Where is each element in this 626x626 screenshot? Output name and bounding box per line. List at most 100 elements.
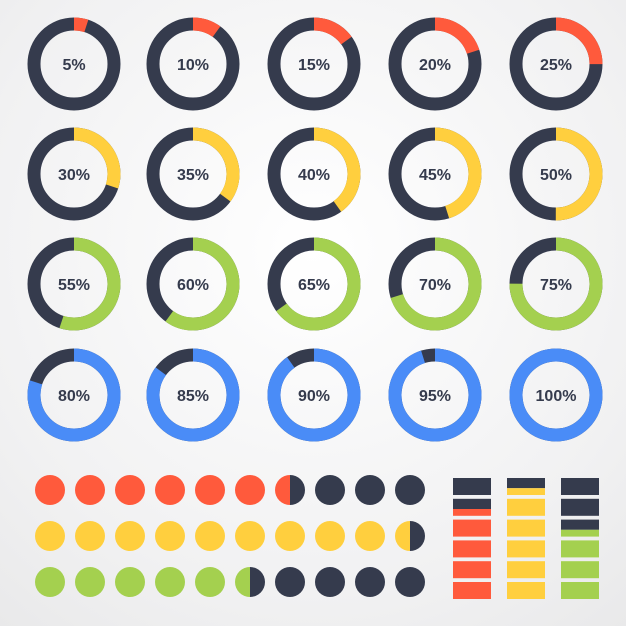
dot-filled xyxy=(195,567,225,597)
dot-empty xyxy=(355,475,385,505)
donut-label: 65% xyxy=(298,277,330,294)
dot-filled xyxy=(35,475,65,505)
donut-chart: 95% xyxy=(388,348,482,442)
donut-chart: 70% xyxy=(388,237,482,331)
donut-arc xyxy=(267,17,361,111)
bar-segment-empty xyxy=(561,478,599,495)
dot-half xyxy=(275,475,305,505)
dot-filled xyxy=(235,475,265,505)
donut-label: 40% xyxy=(298,167,330,184)
donut-chart: 30% xyxy=(27,127,121,221)
bar-segment-filled xyxy=(507,498,545,516)
donut-label: 95% xyxy=(419,388,451,405)
donut-label: 25% xyxy=(540,57,572,74)
donut-arc xyxy=(509,127,603,221)
donut-arc xyxy=(146,237,240,331)
bar-segment-filled xyxy=(561,561,599,579)
donut-label: 10% xyxy=(177,57,209,74)
donut-arc xyxy=(146,348,240,442)
donut-chart: 25% xyxy=(509,17,603,111)
bar-segment-filled xyxy=(453,582,491,599)
dot-filled xyxy=(195,475,225,505)
donut-chart: 100% xyxy=(509,348,603,442)
bar-segment-filled xyxy=(561,582,599,599)
donut-chart: 60% xyxy=(146,237,240,331)
dot-filled xyxy=(35,567,65,597)
bar-segment-partial-empty xyxy=(507,478,545,489)
dot-filled xyxy=(75,521,105,551)
bar-segment-filled xyxy=(453,519,491,537)
stacked-bar-meter xyxy=(507,478,545,599)
bar-segment-empty xyxy=(453,478,491,495)
bar-segment-filled xyxy=(507,540,545,558)
dot-filled xyxy=(155,475,185,505)
dot-progress-row xyxy=(35,521,425,551)
dot-filled xyxy=(355,521,385,551)
dot-empty xyxy=(355,567,385,597)
dot-filled xyxy=(75,475,105,505)
donut-arc xyxy=(388,348,482,442)
bar-segment-filled xyxy=(507,519,545,537)
donut-chart: 75% xyxy=(509,237,603,331)
donut-label: 90% xyxy=(298,388,330,405)
dot-half xyxy=(395,521,425,551)
donut-label: 85% xyxy=(177,388,209,405)
dot-half xyxy=(235,567,265,597)
donut-chart: 50% xyxy=(509,127,603,221)
donut-chart: 20% xyxy=(388,17,482,111)
donut-label: 5% xyxy=(62,57,85,74)
donut-arc xyxy=(388,17,482,111)
dot-filled xyxy=(115,475,145,505)
donut-label: 55% xyxy=(58,277,90,294)
donut-label: 35% xyxy=(177,167,209,184)
dot-filled xyxy=(115,521,145,551)
dot-progress-row xyxy=(35,567,425,597)
dot-empty xyxy=(315,567,345,597)
donut-chart: 90% xyxy=(267,348,361,442)
bar-segment-filled xyxy=(507,582,545,599)
bar-segment-partial-filled xyxy=(561,529,599,537)
dot-empty xyxy=(395,567,425,597)
dot-empty xyxy=(315,475,345,505)
donut-arc xyxy=(146,17,240,111)
donut-label: 60% xyxy=(177,277,209,294)
bar-segment-partial-empty xyxy=(561,519,599,530)
dot-filled xyxy=(155,567,185,597)
donut-arc xyxy=(27,348,121,442)
dot-empty xyxy=(395,475,425,505)
donut-chart: 40% xyxy=(267,127,361,221)
donut-chart: 15% xyxy=(267,17,361,111)
dot-filled xyxy=(315,521,345,551)
bar-segment-partial-filled xyxy=(453,509,491,516)
donut-label: 70% xyxy=(419,277,451,294)
stacked-bar-meter xyxy=(453,478,491,599)
donut-label: 75% xyxy=(540,277,572,294)
donut-label: 20% xyxy=(419,57,451,74)
dot-filled xyxy=(75,567,105,597)
donut-label: 15% xyxy=(298,57,330,74)
donut-chart: 85% xyxy=(146,348,240,442)
dot-filled xyxy=(235,521,265,551)
stacked-bar-meter xyxy=(561,478,599,599)
dot-filled xyxy=(155,521,185,551)
bar-segment-partial-filled xyxy=(507,488,545,495)
donut-label: 50% xyxy=(540,167,572,184)
donut-arc xyxy=(388,127,482,221)
donut-arc xyxy=(388,237,482,331)
donut-label: 80% xyxy=(58,388,90,405)
donut-chart: 80% xyxy=(27,348,121,442)
donut-chart: 45% xyxy=(388,127,482,221)
donut-arc xyxy=(27,17,121,111)
bar-segment-filled xyxy=(453,540,491,558)
bar-segment-filled xyxy=(453,561,491,579)
dot-progress-row xyxy=(35,475,425,505)
donut-chart: 65% xyxy=(267,237,361,331)
dot-empty xyxy=(275,567,305,597)
donut-arc xyxy=(27,127,121,221)
bar-segment-partial-empty xyxy=(453,498,491,509)
donut-arc xyxy=(146,127,240,221)
bar-segment-filled xyxy=(561,540,599,558)
donut-label: 45% xyxy=(419,167,451,184)
donut-label: 100% xyxy=(536,388,577,405)
